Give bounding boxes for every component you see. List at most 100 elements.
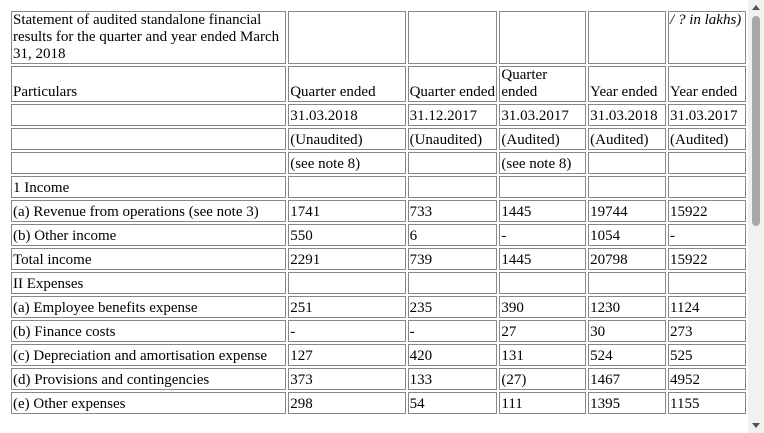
table-cell: / ? in lakhs) bbox=[668, 11, 746, 64]
table-cell: (27) bbox=[499, 368, 587, 390]
table-cell: 739 bbox=[407, 248, 498, 270]
table-cell: (a) Revenue from operations (see note 3) bbox=[11, 200, 287, 222]
table-cell: (c) Depreciation and amortisation expens… bbox=[11, 344, 287, 366]
table-cell: 31.12.2017 bbox=[407, 104, 498, 126]
table-cell: 550 bbox=[288, 224, 406, 246]
table-cell: 1395 bbox=[588, 392, 667, 414]
table-cell: 31.03.2018 bbox=[288, 104, 406, 126]
table-cell: Quarter ended bbox=[288, 66, 406, 102]
table-cell: Statement of audited standalone financia… bbox=[11, 11, 287, 64]
table-cell: - bbox=[499, 224, 587, 246]
table-cell: Quarter ended bbox=[499, 66, 587, 102]
table-cell: 4952 bbox=[668, 368, 746, 390]
table-cell bbox=[407, 176, 498, 198]
table-cell: 1741 bbox=[288, 200, 406, 222]
table-cell: (d) Provisions and contingencies bbox=[11, 368, 287, 390]
table-cell: 733 bbox=[407, 200, 498, 222]
table-cell bbox=[668, 152, 746, 174]
table-cell: (b) Other income bbox=[11, 224, 287, 246]
table-cell: (Unaudited) bbox=[288, 128, 406, 150]
table-row: (c) Depreciation and amortisation expens… bbox=[11, 344, 746, 366]
table-cell bbox=[407, 272, 498, 294]
table-cell: 19744 bbox=[588, 200, 667, 222]
table-cell: 31.03.2017 bbox=[499, 104, 587, 126]
scroll-down[interactable] bbox=[752, 423, 760, 428]
table-cell: 373 bbox=[288, 368, 406, 390]
table-cell bbox=[288, 176, 406, 198]
table-cell: 111 bbox=[499, 392, 587, 414]
table-cell: Quarter ended bbox=[407, 66, 498, 102]
table-cell: 251 bbox=[288, 296, 406, 318]
table-cell: 15922 bbox=[668, 200, 746, 222]
table-cell: Particulars bbox=[11, 66, 287, 102]
table-row: 1 Income bbox=[11, 176, 746, 198]
table-cell: 30 bbox=[588, 320, 667, 342]
table-cell: 1 Income bbox=[11, 176, 287, 198]
table-cell: 131 bbox=[499, 344, 587, 366]
table-row: (Unaudited) (Unaudited) (Audited) (Audited)… bbox=[11, 128, 746, 150]
table-cell bbox=[11, 104, 287, 126]
table-cell: 127 bbox=[288, 344, 406, 366]
table-row: Total income 2291 739 1445 20798 15922 bbox=[11, 248, 746, 270]
table-cell: II Expenses bbox=[11, 272, 287, 294]
table-cell: 273 bbox=[668, 320, 746, 342]
table-cell: 524 bbox=[588, 344, 667, 366]
table-cell bbox=[407, 152, 498, 174]
table-row: (d) Provisions and contingencies 373 133 (2… bbox=[11, 368, 746, 390]
table-row: Statement of audited standalone financia… bbox=[11, 11, 746, 64]
table-row: (a) Employee benefits expense 251 235 390 12… bbox=[11, 296, 746, 318]
scrollbar[interactable] bbox=[748, 0, 764, 433]
table-cell bbox=[668, 272, 746, 294]
table-cell: (Audited) bbox=[668, 128, 746, 150]
table-row: Particulars Quarter ended Quarter ended Qua… bbox=[11, 66, 746, 102]
table-row: (a) Revenue from operations (see note 3)… bbox=[11, 200, 746, 222]
table-cell: (a) Employee benefits expense bbox=[11, 296, 287, 318]
table-cell: (Audited) bbox=[588, 128, 667, 150]
table-cell: 20798 bbox=[588, 248, 667, 270]
table-cell: 2291 bbox=[288, 248, 406, 270]
table-cell bbox=[288, 272, 406, 294]
table-row: (see note 8) (see note 8) bbox=[11, 152, 746, 174]
table-cell: 1124 bbox=[668, 296, 746, 318]
table-cell: 1230 bbox=[588, 296, 667, 318]
table-cell: 1155 bbox=[668, 392, 746, 414]
table-cell bbox=[668, 176, 746, 198]
table-cell: 15922 bbox=[668, 248, 746, 270]
table-row: (b) Other income 550 6-1054- bbox=[11, 224, 746, 246]
table-cell: 525 bbox=[668, 344, 746, 366]
table-cell bbox=[499, 11, 587, 64]
scroll-up[interactable] bbox=[752, 5, 760, 10]
table-cell bbox=[288, 11, 406, 64]
table-cell: (see note 8) bbox=[499, 152, 587, 174]
table-cell bbox=[11, 128, 287, 150]
table-cell: 31.03.2018 bbox=[588, 104, 667, 126]
table-cell: Year ended bbox=[588, 66, 667, 102]
table-cell: 420 bbox=[407, 344, 498, 366]
table-cell: (b) Finance costs bbox=[11, 320, 287, 342]
table-cell: 6 bbox=[407, 224, 498, 246]
table-cell: (see note 8) bbox=[288, 152, 406, 174]
table-row: 31.03.2018 31.12.2017 31.03.2017 31.03.2018… bbox=[11, 104, 746, 126]
table-cell: (Audited) bbox=[499, 128, 587, 150]
table-cell: 1054 bbox=[588, 224, 667, 246]
scroll-thumb[interactable] bbox=[752, 16, 760, 226]
table-cell bbox=[11, 152, 287, 174]
table-cell: 390 bbox=[499, 296, 587, 318]
table-cell bbox=[588, 272, 667, 294]
table-cell: 1445 bbox=[499, 200, 587, 222]
table-cell bbox=[499, 176, 587, 198]
table-cell: 298 bbox=[288, 392, 406, 414]
table-cell: - bbox=[407, 320, 498, 342]
table-cell: Year ended bbox=[668, 66, 746, 102]
table-cell: Total income bbox=[11, 248, 287, 270]
table-cell bbox=[588, 152, 667, 174]
table-cell: 27 bbox=[499, 320, 587, 342]
table-cell: 133 bbox=[407, 368, 498, 390]
table-cell: 1445 bbox=[499, 248, 587, 270]
table-row: (e) Other expenses 298 54 111 1395 1155 bbox=[11, 392, 746, 414]
table-cell bbox=[407, 11, 498, 64]
table-cell: 54 bbox=[407, 392, 498, 414]
table-row: (b) Finance costs - -27 30 273 bbox=[11, 320, 746, 342]
table-row: II Expenses bbox=[11, 272, 746, 294]
